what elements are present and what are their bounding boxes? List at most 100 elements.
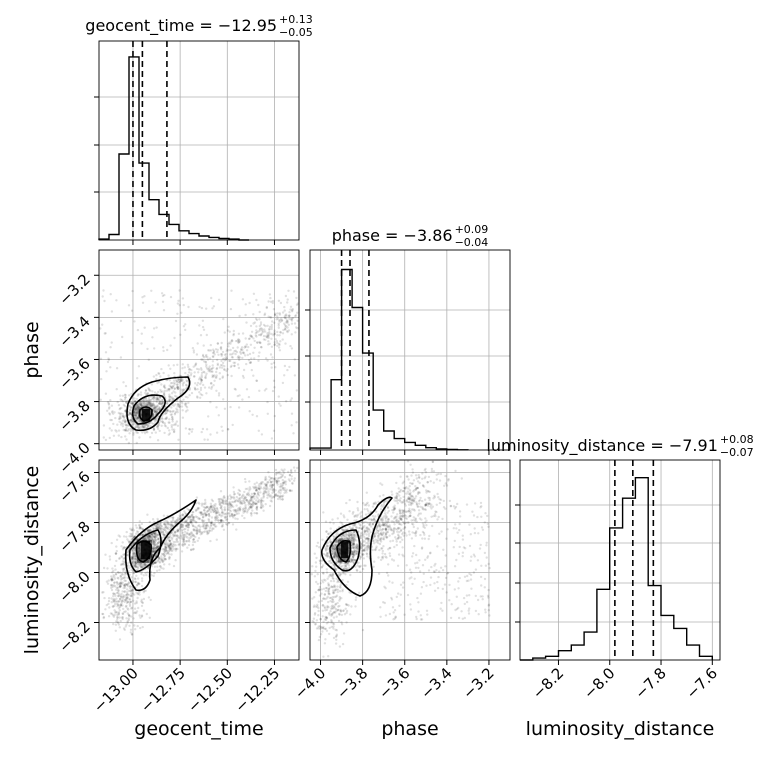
panel-D-point (106, 409, 109, 412)
panel-H-point (371, 505, 375, 508)
panel-G-point (220, 507, 223, 510)
panel-D-point (255, 329, 258, 332)
panel-H-point (328, 632, 331, 636)
panel-G-point (279, 472, 282, 476)
panel-H-point (356, 509, 360, 512)
panel-D-point (140, 332, 143, 335)
panel-D-point (283, 316, 286, 319)
panel-D-point (139, 402, 142, 405)
panel-G-point (163, 542, 166, 546)
panel-D-point (257, 330, 260, 333)
panel-H-point (363, 508, 366, 511)
panel-D-point (145, 423, 148, 426)
panel-D-point (134, 414, 138, 418)
panel-D-point (110, 341, 113, 344)
panel-D-point (220, 341, 223, 345)
panel-H-point (365, 549, 369, 552)
panel-H-point (401, 512, 404, 515)
panel-D-point (266, 331, 269, 335)
panel-D-point (148, 401, 152, 404)
panel-D-point (223, 331, 226, 334)
panel-D-point (275, 318, 278, 321)
panel-D-point (245, 388, 249, 391)
panel-D-point (248, 301, 251, 305)
panel-D-point (134, 407, 137, 411)
panel-D-point (263, 389, 267, 392)
panel-D-point (267, 343, 270, 346)
panel-D-point (155, 373, 158, 377)
panel-D-point (234, 339, 238, 343)
panel-D-point (168, 379, 172, 382)
panel-D-point (283, 316, 287, 320)
panel-H-point (363, 544, 367, 547)
panel-D-point (174, 412, 177, 415)
panel-H-point (372, 565, 375, 568)
panel-D-point (283, 374, 286, 377)
panel-H-point (396, 513, 399, 516)
panel-G-point (136, 624, 139, 628)
panel-D-point (157, 408, 161, 411)
panel-D-point (167, 400, 171, 403)
panel-D-point (136, 394, 139, 397)
panel-D-point (215, 406, 218, 409)
panel-D-point (158, 380, 161, 384)
panel-G-point (162, 522, 166, 526)
panel-G-point (138, 614, 141, 617)
panel-H-point (382, 536, 386, 539)
panel-D-point (250, 368, 253, 372)
panel-D-point (211, 370, 214, 373)
panel-D-point (156, 408, 160, 411)
panel-D-point (200, 375, 204, 379)
panel-D-point (139, 403, 143, 407)
panel-G-point (125, 535, 128, 538)
panel-G-point (255, 505, 259, 509)
panel-D-point (159, 390, 163, 393)
panel-D-point (161, 401, 164, 405)
panel-D-point (248, 337, 251, 340)
panel-D-point (178, 304, 181, 307)
panel-H-point (317, 606, 320, 610)
panel-D-point (135, 412, 139, 415)
panel-D-point (270, 323, 273, 327)
panel-H-point (384, 519, 387, 523)
panel-G-point (107, 597, 111, 600)
panel-D-point (154, 418, 158, 421)
panel-D-point (137, 406, 140, 409)
panel-G-point (209, 524, 213, 528)
panel-H-point (361, 567, 365, 571)
panel-D-point (229, 348, 232, 352)
panel-D-point (279, 340, 282, 343)
panel-D-point (201, 393, 204, 397)
panel-G-point (130, 621, 133, 624)
panel-G-point (104, 608, 107, 611)
panel-D-point (141, 296, 144, 299)
panel-D-point (257, 303, 260, 307)
panel-D-point (220, 354, 223, 357)
panel-G-point (159, 557, 162, 560)
panel-H-point (323, 605, 326, 608)
panel-H-point (361, 628, 365, 632)
panel-D-point (152, 414, 155, 417)
panel-H-point (416, 486, 419, 490)
panel-D-point (273, 314, 277, 317)
panel-D-point (177, 378, 180, 381)
panel-H-point (360, 531, 363, 534)
panel-G-point (162, 528, 165, 532)
panel-D-point (220, 353, 224, 356)
panel-D-point (119, 423, 123, 426)
panel-G-point (192, 517, 195, 521)
panel-G-point (112, 592, 115, 595)
panel-H-point (335, 633, 339, 636)
panel-D-point (165, 402, 169, 405)
panel-D-point (128, 411, 131, 415)
panel-D-point (246, 353, 249, 357)
panel-D-point (123, 420, 127, 424)
panel-D-point (230, 339, 234, 342)
panel-G-point (226, 495, 230, 498)
panel-D-point (135, 425, 139, 429)
panel-D-point (170, 425, 173, 429)
panel-D-point (191, 346, 195, 350)
panel-D-point (135, 412, 138, 415)
panel-D-point (238, 339, 241, 342)
panel-H-point (433, 494, 436, 497)
